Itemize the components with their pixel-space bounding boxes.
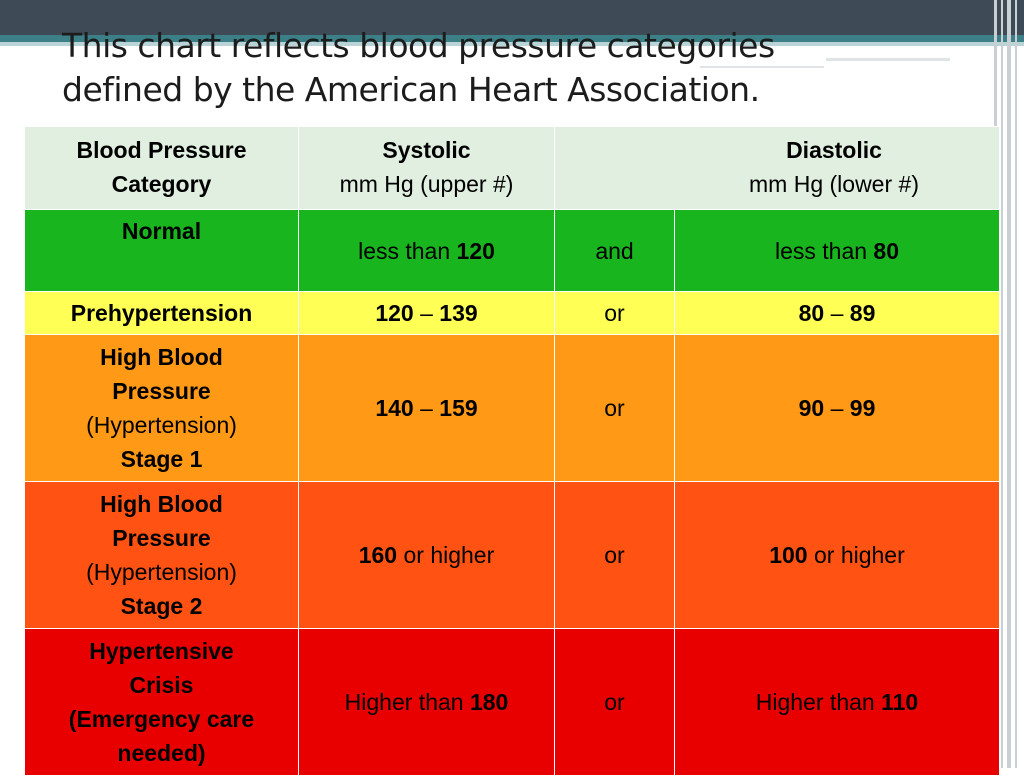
table-row-hypertension-stage-1: High Blood Pressure (Hypertension) Stage… xyxy=(24,334,1000,482)
category-cell: High Blood Pressure (Hypertension) Stage… xyxy=(24,334,299,482)
systolic-cell: 140 – 159 xyxy=(298,334,555,482)
systolic-cell: Higher than 180 xyxy=(298,628,555,776)
category-cell: High Blood Pressure (Hypertension) Stage… xyxy=(24,481,299,629)
diastolic-cell: 90 – 99 xyxy=(674,334,1000,482)
diastolic-cell: less than 80 xyxy=(674,209,1000,292)
theme-rule xyxy=(700,66,824,68)
diastolic-cell: Higher than 110 xyxy=(674,628,1000,776)
table-row-prehypertension: Prehypertension 120 – 139 or 80 – 89 xyxy=(24,291,1000,335)
header-diastolic: Diastolic mm Hg (lower #) xyxy=(554,126,1000,210)
connector-cell: and xyxy=(554,209,675,292)
category-cell: Normal xyxy=(24,209,299,292)
systolic-cell: less than 120 xyxy=(298,209,555,292)
connector-cell: or xyxy=(554,291,675,335)
systolic-cell: 160 or higher xyxy=(298,481,555,629)
systolic-cell: 120 – 139 xyxy=(298,291,555,335)
table-header-row: Blood Pressure Category Systolic mm Hg (… xyxy=(24,126,1000,210)
slide-title: This chart reflects blood pressure categ… xyxy=(62,24,775,112)
connector-cell: or xyxy=(554,481,675,629)
header-systolic: Systolic mm Hg (upper #) xyxy=(298,126,555,210)
category-cell: Hypertensive Crisis (Emergency care need… xyxy=(24,628,299,776)
table-row-hypertension-stage-2: High Blood Pressure (Hypertension) Stage… xyxy=(24,481,1000,629)
theme-rule xyxy=(826,58,950,61)
table-row-hypertensive-crisis: Hypertensive Crisis (Emergency care need… xyxy=(24,628,1000,776)
diastolic-cell: 80 – 89 xyxy=(674,291,1000,335)
category-cell: Prehypertension xyxy=(24,291,299,335)
slide-title-line1: This chart reflects blood pressure categ… xyxy=(62,26,775,65)
blood-pressure-table: Blood Pressure Category Systolic mm Hg (… xyxy=(24,126,1000,776)
connector-cell: or xyxy=(554,628,675,776)
theme-accent-bar xyxy=(0,35,1024,42)
diastolic-cell: 100 or higher xyxy=(674,481,1000,629)
header-category: Blood Pressure Category xyxy=(24,126,299,210)
theme-top-bar xyxy=(0,0,1024,35)
slide-title-line2: defined by the American Heart Associatio… xyxy=(62,70,760,109)
theme-accent-line xyxy=(0,42,1024,46)
table-row-normal: Normal less than 120 and less than 80 xyxy=(24,209,1000,292)
connector-cell: or xyxy=(554,334,675,482)
